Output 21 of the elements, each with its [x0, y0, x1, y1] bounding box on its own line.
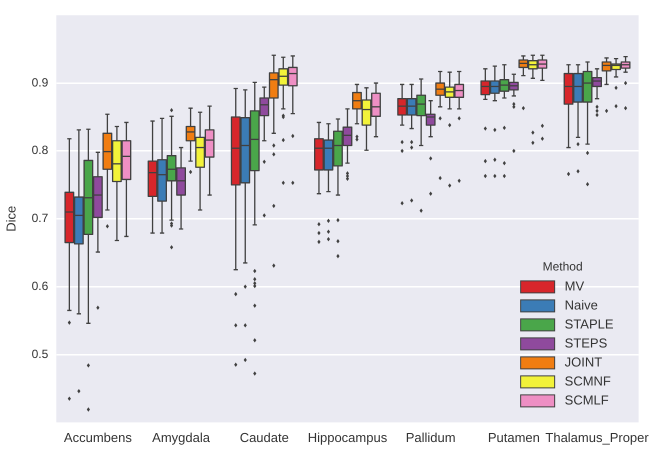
y-tick-label: 0.6 — [32, 278, 49, 293]
x-tick-label: Putamen — [488, 430, 540, 445]
x-tick-label: Thalamus_Proper — [545, 430, 650, 445]
legend-label: JOINT — [564, 354, 602, 370]
legend-label: STEPS — [564, 335, 608, 350]
x-tick-label: Amygdala — [152, 430, 211, 445]
legend-label: Naive — [564, 297, 598, 312]
x-tick-label: Accumbens — [64, 430, 132, 445]
legend-label: STAPLE — [564, 316, 614, 332]
legend-title: Method — [542, 260, 583, 274]
legend-label: MV — [564, 278, 584, 294]
x-tick-label: Hippocampus — [308, 430, 388, 445]
y-tick-label: 0.9 — [32, 75, 49, 90]
y-tick-label: 0.8 — [32, 143, 49, 158]
x-tick-label: Caudate — [240, 430, 289, 445]
x-tick-label: Pallidum — [406, 430, 456, 445]
legend-label: SCMLF — [564, 392, 609, 408]
y-axis-title: Dice — [3, 206, 18, 232]
y-tick-label: 0.7 — [32, 211, 49, 226]
legend-label: SCMNF — [564, 373, 611, 388]
y-tick-label: 0.5 — [32, 346, 49, 361]
